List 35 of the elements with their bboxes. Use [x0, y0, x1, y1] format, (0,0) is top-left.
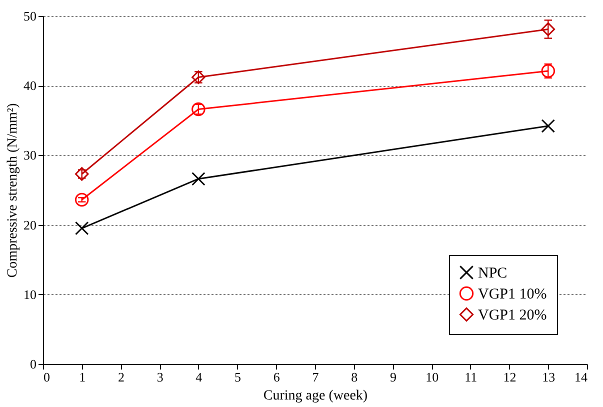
- point: [541, 64, 556, 78]
- x-tick-label: 14: [574, 370, 588, 384]
- point: [74, 221, 89, 236]
- point: [192, 172, 206, 186]
- y-tick-label: 50: [24, 8, 36, 24]
- legend-label: NPC: [478, 266, 508, 282]
- x-tick-label: 2: [118, 370, 124, 384]
- x-tick-label: 6: [273, 370, 280, 384]
- legend-label: VGP1 20%: [478, 308, 547, 324]
- x-tick-label: 9: [390, 370, 396, 384]
- x-tick-label: 3: [156, 370, 164, 384]
- x-tick-label: 13: [542, 370, 556, 384]
- x-tick-label: 7: [312, 370, 320, 384]
- point: [74, 167, 89, 181]
- y-tick-label: 10: [24, 286, 36, 302]
- x-tick-label: 12: [503, 370, 516, 384]
- y-tick-label: 40: [24, 78, 36, 94]
- point: [541, 22, 556, 36]
- y-tick-label: 0: [30, 356, 36, 372]
- x-axis-title: Curing age (week): [263, 388, 368, 404]
- x-tick-label: 10: [426, 370, 439, 384]
- legend-label: VGP1 10%: [478, 286, 547, 302]
- point: [541, 119, 556, 133]
- point: [192, 70, 206, 84]
- x-tick-label: 4: [196, 370, 203, 384]
- x-tick-label: 5: [234, 370, 242, 384]
- x-tick-label: 8: [351, 370, 358, 384]
- y-tick-label: 30: [24, 148, 36, 163]
- x-tick-label: 0: [44, 370, 50, 384]
- x-tick-label: 1: [79, 370, 86, 384]
- x-tick-label: 11: [464, 370, 478, 384]
- y-axis-title: Compressive strength (N/mm²): [6, 102, 20, 278]
- y-tick-label: 20: [24, 217, 36, 232]
- point: [192, 102, 206, 116]
- point: [74, 192, 89, 207]
